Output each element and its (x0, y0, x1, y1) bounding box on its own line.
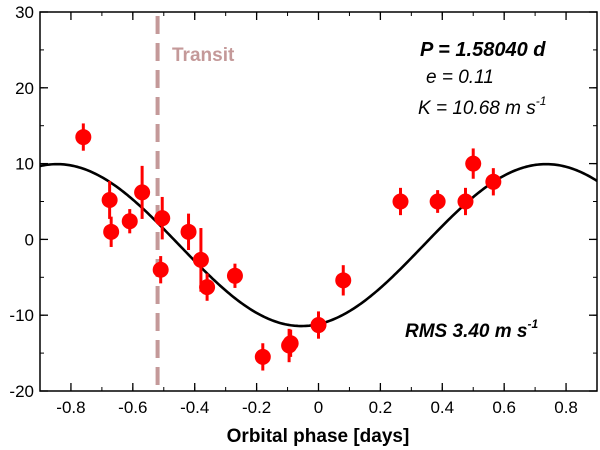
y-tick-label: -20 (9, 382, 34, 401)
rv-data-point (465, 155, 482, 172)
x-tick-label: 0.2 (369, 398, 393, 417)
rv-data-point (226, 267, 243, 284)
rv-data-point (152, 261, 169, 278)
rv-data-point (192, 251, 209, 268)
rv-data-point (199, 279, 216, 296)
rv-data-point (134, 184, 151, 201)
x-axis-title: Orbital phase [days] (227, 426, 410, 447)
keplerian-fit-line (39, 162, 598, 328)
amplitude-annotation-exponent: -1 (536, 94, 547, 108)
y-tick-label: 0 (25, 230, 34, 249)
rv-data-point (310, 317, 327, 334)
rv-data-point (485, 173, 502, 190)
rv-data-point (429, 193, 446, 210)
transit-label: Transit (172, 45, 235, 66)
rv-data-point (282, 335, 299, 352)
y-tick-label: -10 (9, 306, 34, 325)
rms-annotation-main: RMS 3.40 m s (405, 321, 528, 342)
y-tick-label: 20 (15, 79, 34, 98)
x-tick-label: -0.8 (56, 398, 85, 417)
rv-data-point (254, 348, 271, 365)
period-annotation: P = 1.58040 d (420, 39, 546, 61)
x-tick-label: 0.4 (430, 398, 454, 417)
y-tick-label: 10 (15, 155, 34, 174)
rv-data-point (457, 193, 474, 210)
rv-data-point (121, 213, 138, 230)
eccentricity-annotation: e = 0.11 (426, 67, 494, 88)
amplitude-annotation: K = 10.68 m s-1 (418, 94, 546, 119)
y-tick-label: 30 (15, 3, 34, 22)
rv-data-point (103, 223, 120, 240)
rv-data-point (392, 193, 409, 210)
amplitude-annotation-main: K = 10.68 m s (418, 98, 536, 119)
rms-annotation: RMS 3.40 m s-1 (405, 317, 538, 342)
rms-annotation-exponent: -1 (528, 317, 539, 331)
rv-data-point (180, 223, 197, 240)
x-tick-label: 0.6 (492, 398, 516, 417)
x-tick-label: 0.8 (554, 398, 578, 417)
rv-data-point (101, 191, 118, 208)
rv-data-point (154, 210, 171, 227)
x-tick-label: -0.4 (180, 398, 209, 417)
rv-data-point (75, 129, 92, 146)
rv-data-point (335, 272, 352, 289)
x-tick-label: -0.6 (118, 398, 147, 417)
x-tick-label: -0.2 (242, 398, 271, 417)
x-tick-label: 0 (314, 398, 323, 417)
